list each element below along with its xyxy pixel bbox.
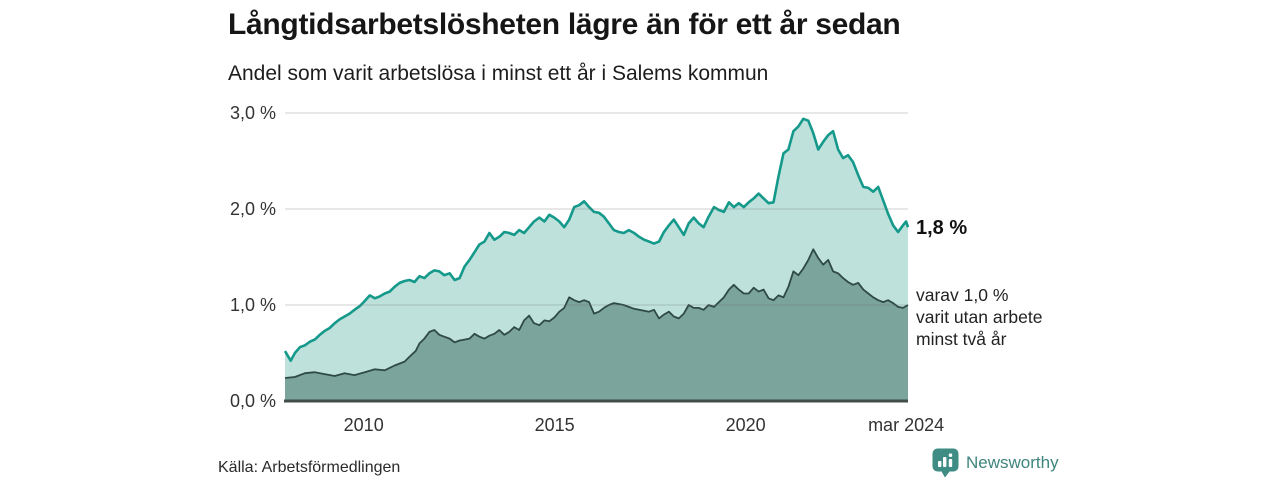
x-tick-label: 2015 (535, 415, 575, 435)
area-minst-tva-ar (285, 249, 908, 401)
newsworthy-wordmark: Newsworthy (966, 453, 1059, 472)
line-minst-ett-ar (283, 117, 910, 362)
y-tick-label: 0,0 % (230, 391, 276, 411)
source-note: Källa: Arbetsförmedlingen (218, 459, 401, 476)
line-minst-tva-ar (284, 248, 909, 379)
newsworthy-bubble-chart-icon (932, 448, 959, 478)
x-tick-label: 2020 (726, 415, 766, 435)
gridlines (285, 112, 908, 306)
newsworthy-logo[interactable]: Newsworthy (932, 448, 1059, 478)
y-tick-label: 2,0 % (230, 199, 276, 219)
area-chart: 3,0 % 2,0 % 1,0 % 0,0 % 2010 2015 2020 mar 2024… (230, 103, 1043, 435)
y-tick-label: 3,0 % (230, 103, 276, 123)
annotation-2yr-label: varav 1,0 % varit utan arbete minst två år (916, 285, 1042, 349)
x-axis-labels: 2010 2015 2020 mar 2024 (344, 415, 944, 435)
y-axis-labels: 3,0 % 2,0 % 1,0 % 0,0 % (230, 103, 276, 411)
x-tick-label: mar 2024 (868, 415, 944, 435)
chart-title: Långtidsarbetslösheten lägre än för ett … (228, 8, 901, 41)
y-tick-label: 1,0 % (230, 295, 276, 315)
chart-subtitle: Andel som varit arbetslösa i minst ett å… (228, 62, 769, 85)
annotation-1yr-value: 1,8 % (916, 217, 967, 239)
x-tick-label: 2010 (344, 415, 384, 435)
series-areas (283, 117, 910, 402)
